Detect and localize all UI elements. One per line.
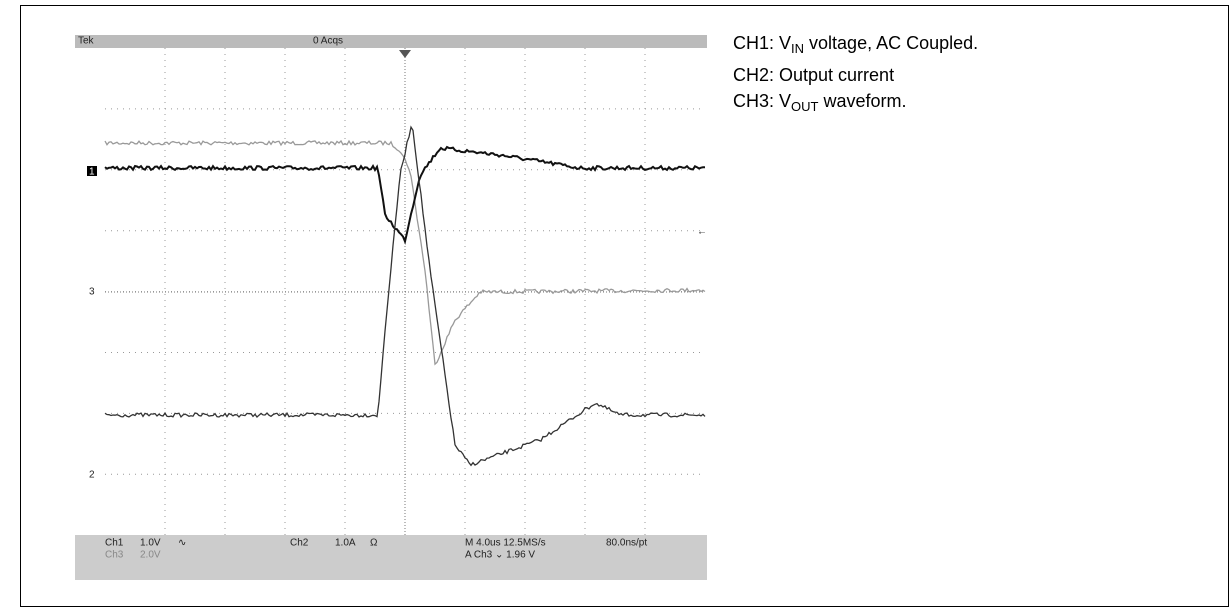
legend-ch3: CH3: VOUT waveform. [733,88,978,120]
ch1-coupling: ∿ [178,538,186,549]
ch1-label: Ch1 [105,538,124,549]
legend: CH1: VIN voltage, AC Coupled. CH2: Outpu… [733,30,978,120]
page: ← Tek 0 Acqs 1 3 2 Ch1 1.0V ∿ Ch2 1.0A Ω… [20,5,1229,607]
timebase: M 4.0us 12.5MS/s [465,538,546,549]
scope-screen: ← Tek 0 Acqs 1 3 2 Ch1 1.0V ∿ Ch2 1.0A Ω… [75,35,707,580]
ch1-marker-bg [87,166,97,176]
ch3-marker: 3 [89,287,95,298]
bottom-bar [75,535,707,580]
ch3-scale: 2.0V [140,550,161,561]
ch3-trace [104,139,706,366]
ch3-label: Ch3 [105,550,124,561]
text: CH1: V [733,33,792,53]
ch1-marker: 1 [89,167,95,178]
ch2-coupling: Ω [370,538,378,549]
top-bar [75,35,707,48]
text: CH3: V [733,91,792,111]
legend-ch1: CH1: VIN voltage, AC Coupled. [733,30,978,62]
ch1-trace [104,145,706,245]
text: waveform. [818,91,907,111]
subscript: IN [791,41,805,56]
ch2-label: Ch2 [290,538,309,549]
trigger-marker [399,50,411,58]
trigger: A Ch3 ⌄ 1.96 V [465,550,535,561]
ch1-scale: 1.0V [140,538,161,549]
ch2-marker: 2 [89,470,95,481]
text: voltage, AC Coupled. [804,33,979,53]
ch2-scale: 1.0A [335,538,356,549]
trigger-level: ← [697,227,707,238]
legend-ch2: CH2: Output current [733,62,978,88]
traces [104,125,706,467]
status: 0 Acqs [313,36,343,47]
text: CH2: Output current [733,65,895,85]
ch2-trace [104,125,706,467]
resolution: 80.0ns/pt [606,538,647,549]
brand: Tek [78,36,95,47]
subscript: OUT [791,99,819,114]
